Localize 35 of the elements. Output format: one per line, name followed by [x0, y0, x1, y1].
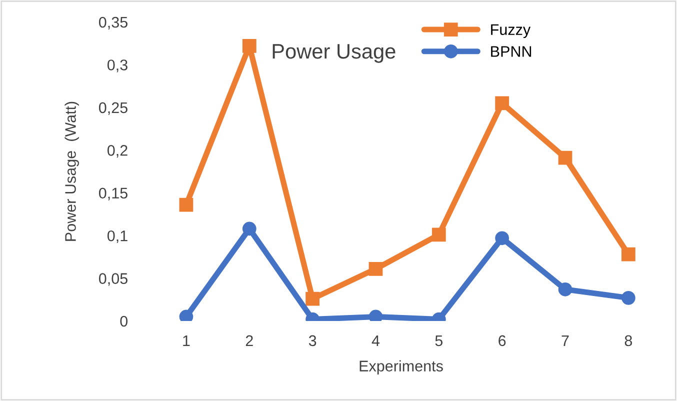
y-tick-label: 0,2 — [107, 145, 128, 158]
y-tick-label: 0,3 — [107, 60, 128, 72]
x-tick-label: 7 — [562, 335, 569, 346]
text: Power Usage — [272, 44, 396, 63]
point — [558, 282, 572, 296]
point — [495, 231, 510, 246]
point — [179, 198, 194, 212]
point — [621, 290, 636, 305]
point — [306, 292, 320, 306]
point — [621, 247, 636, 262]
x-tick-label: 6 — [498, 335, 506, 346]
y-tick-label: 0 — [120, 316, 128, 327]
y-tick-label: 0,25 — [98, 102, 128, 115]
y-tick-label: 0,1 — [107, 230, 128, 244]
x-axis-title: Experiments — [360, 360, 443, 374]
x-tick-label: 4 — [372, 335, 380, 346]
point — [368, 310, 383, 321]
x-tick-label: 2 — [246, 335, 253, 346]
x-tick-label: 5 — [435, 335, 443, 346]
x-tick-label: 8 — [624, 335, 632, 346]
y-tick-label: 0,15 — [98, 188, 128, 200]
y-tick-label: 0,05 — [98, 273, 128, 286]
point — [432, 228, 446, 242]
point — [495, 96, 510, 110]
x-tick-label: 3 — [308, 335, 316, 346]
point — [242, 222, 256, 236]
y-tick-label: 0,35 — [98, 16, 128, 30]
y-axis-title: Power Usage (Watt) — [64, 102, 79, 241]
point — [179, 310, 194, 321]
x-tick-label: 1 — [183, 335, 190, 346]
point — [368, 262, 383, 276]
legend-label: Fuzzy — [491, 24, 531, 38]
point — [242, 38, 256, 53]
legend-label: BPNN — [491, 46, 532, 57]
point — [558, 150, 572, 165]
